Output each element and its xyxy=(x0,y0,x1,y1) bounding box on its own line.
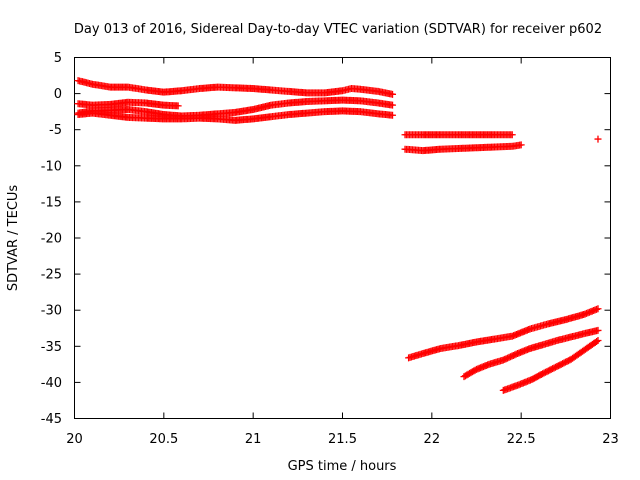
y-tick-label: -10 xyxy=(41,159,62,174)
data-point xyxy=(389,101,397,109)
data-point xyxy=(174,102,182,110)
series-9 xyxy=(460,326,602,381)
y-tick-label: -45 xyxy=(41,412,62,427)
y-tick-label: -30 xyxy=(41,304,62,319)
data-point xyxy=(594,305,602,313)
series-8 xyxy=(405,305,602,362)
x-tick-label: 22.5 xyxy=(507,432,536,447)
x-axis-label: GPS time / hours xyxy=(288,459,397,474)
y-tick-labels: 5 0 -5 -10 -15 -20 -25 -30 -35 -40 -45 xyxy=(41,51,62,427)
y-tick-label: 0 xyxy=(54,87,62,102)
data-point xyxy=(593,337,601,345)
series-4 xyxy=(74,107,397,124)
series-7 xyxy=(594,135,602,143)
data-point xyxy=(389,111,397,119)
data-point xyxy=(594,326,602,334)
y-tick-label: -25 xyxy=(41,268,62,283)
chart-title: Day 013 of 2016, Sidereal Day-to-day VTE… xyxy=(74,22,602,37)
data-point xyxy=(594,135,602,143)
data-point xyxy=(508,131,516,139)
series-3 xyxy=(74,96,397,120)
y-tick-label: -5 xyxy=(49,123,62,138)
y-tick-label: -40 xyxy=(41,376,62,391)
x-tick-label: 22 xyxy=(424,432,441,447)
y-tick-label: 5 xyxy=(54,51,62,66)
data-point xyxy=(594,337,602,345)
y-axis-label: SDTVAR / TECUs xyxy=(6,185,21,292)
data-point xyxy=(389,90,397,98)
x-tick-label: 20.5 xyxy=(149,432,178,447)
y-tick-label: -35 xyxy=(41,340,62,355)
x-tick-label: 21 xyxy=(245,432,262,447)
x-tick-label: 21.5 xyxy=(328,432,357,447)
data-points xyxy=(74,77,602,394)
axis-ticks xyxy=(74,57,611,419)
data-point xyxy=(517,141,525,149)
series-2 xyxy=(74,98,182,110)
x-tick-labels: 20 20.5 21 21.5 22 22.5 23 xyxy=(66,432,619,447)
series-10 xyxy=(499,337,602,394)
y-tick-label: -15 xyxy=(41,195,62,210)
x-tick-label: 23 xyxy=(602,432,619,447)
series-6 xyxy=(401,141,525,155)
series-5 xyxy=(401,131,516,139)
y-tick-label: -20 xyxy=(41,232,62,247)
x-tick-label: 20 xyxy=(66,432,83,447)
series-1 xyxy=(74,77,397,98)
